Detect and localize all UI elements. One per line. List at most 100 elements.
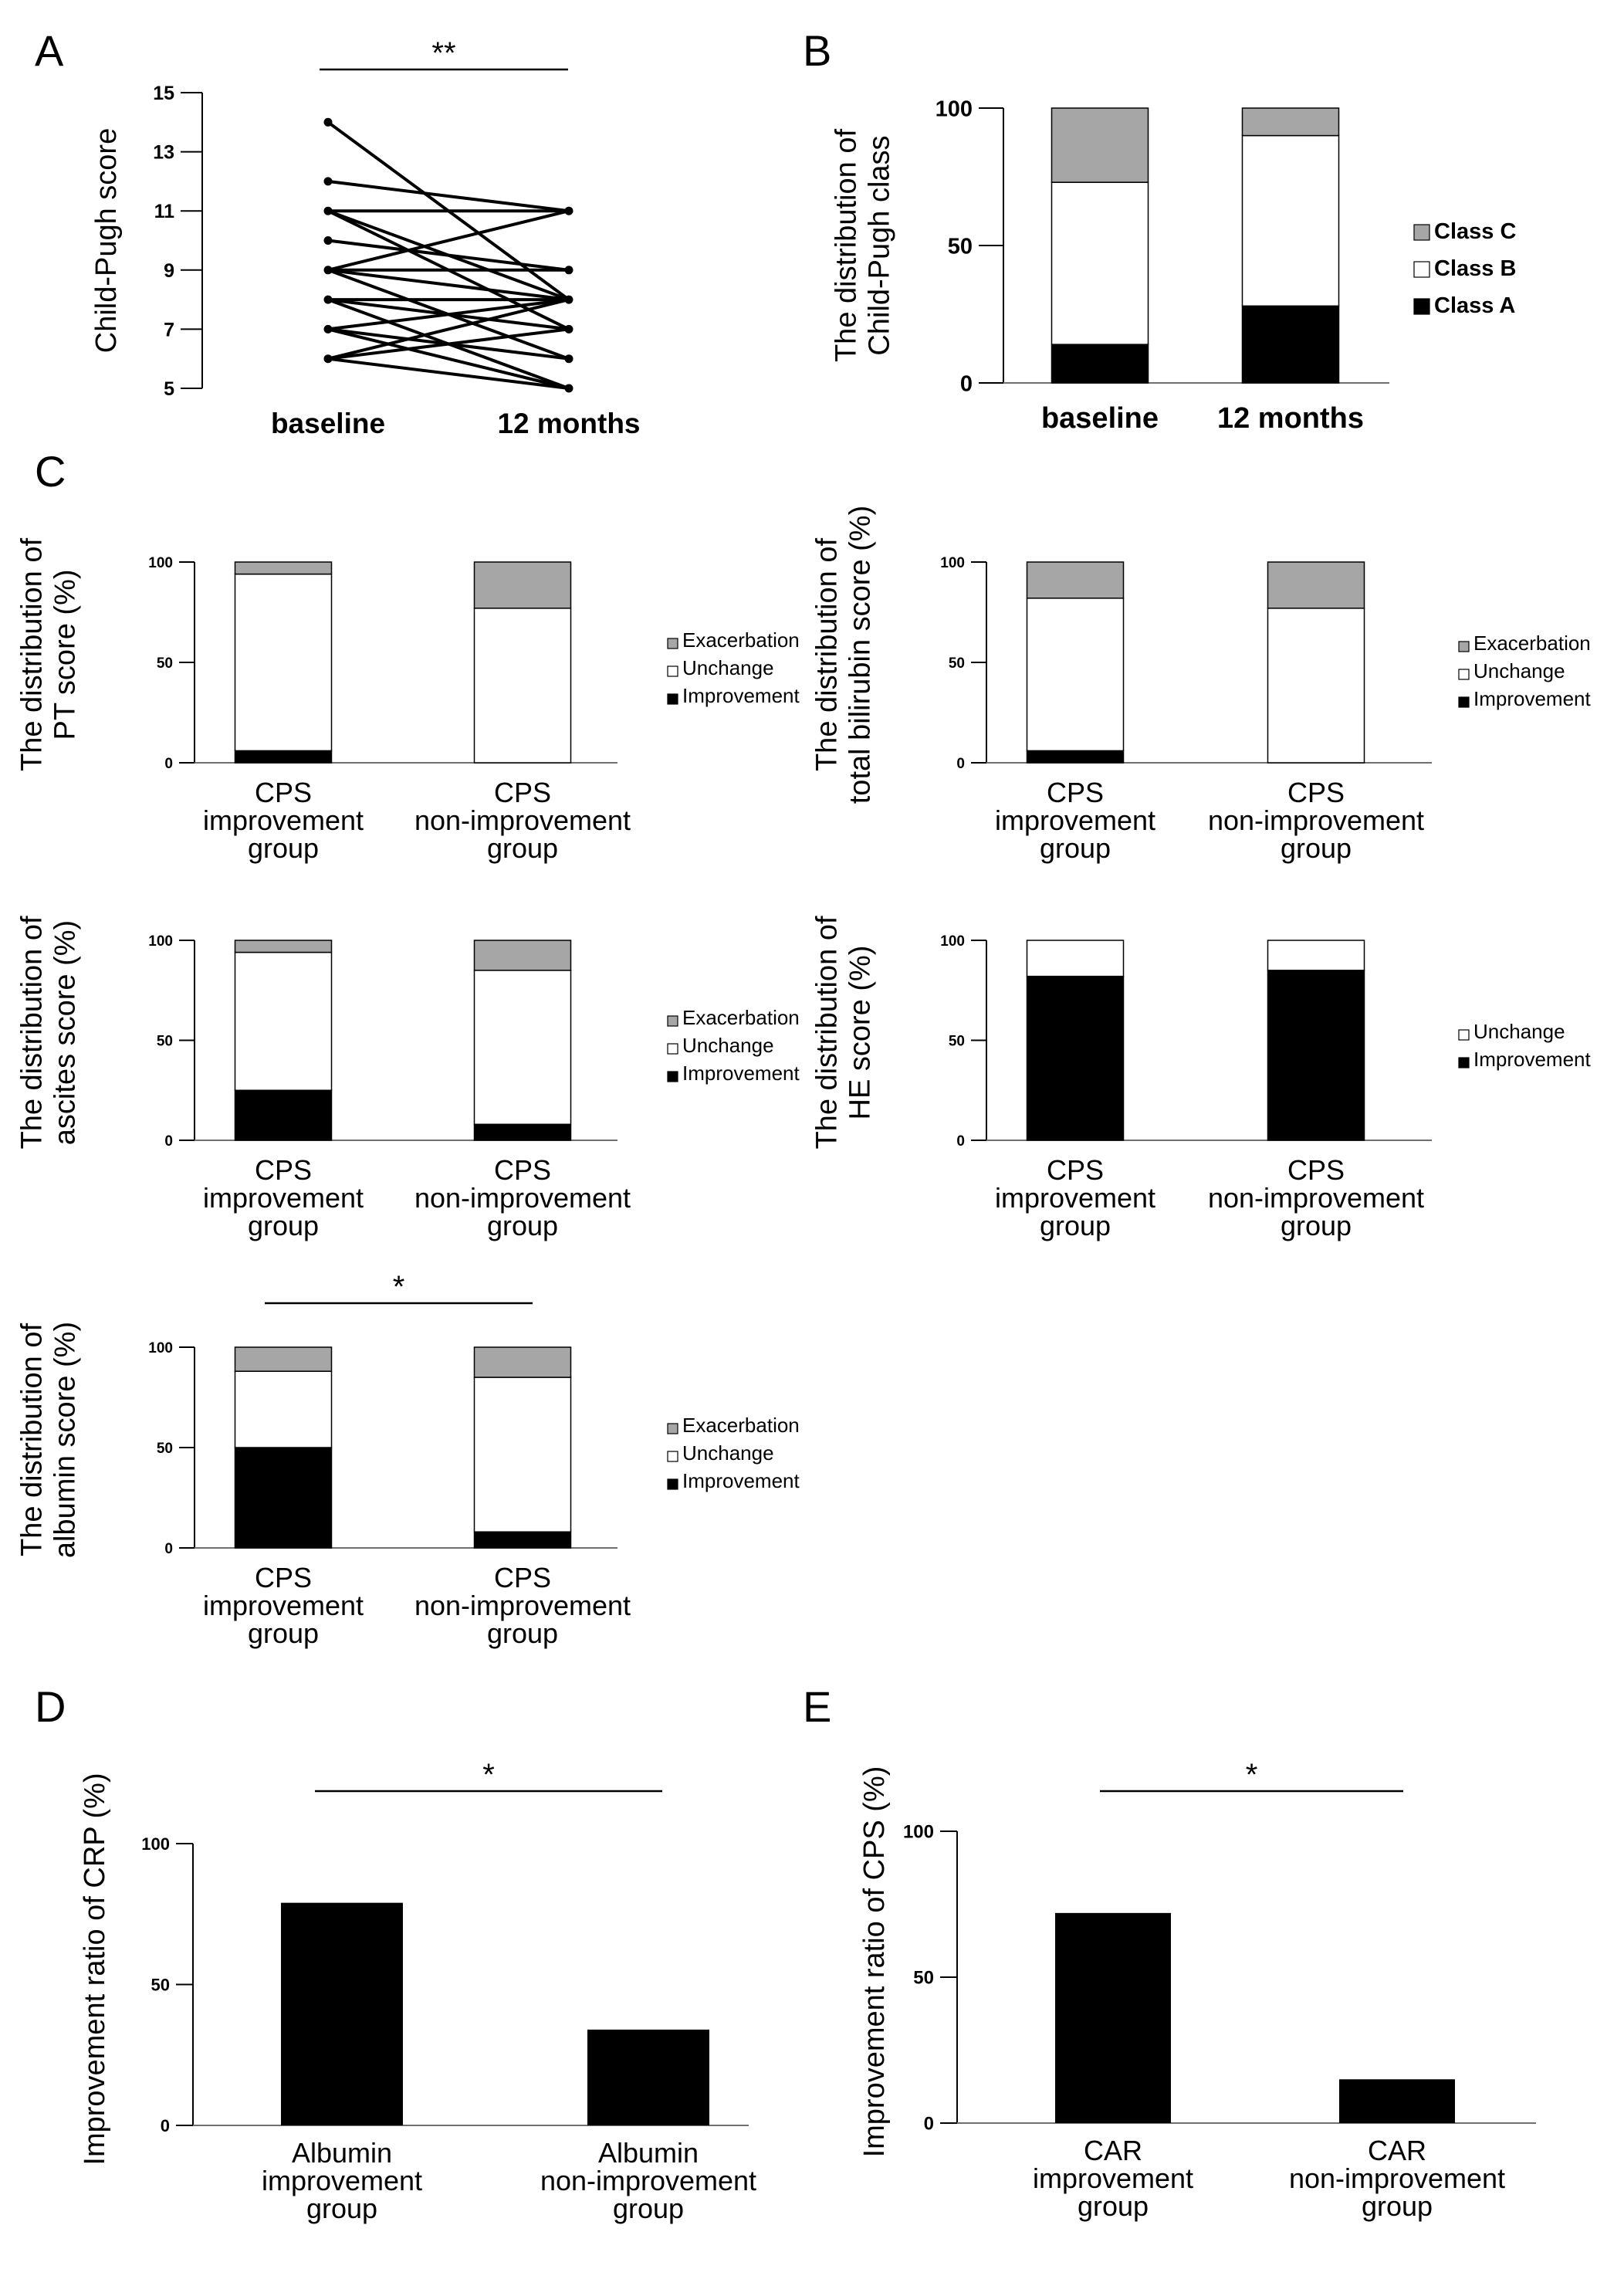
panel-letter-a: A [35,26,64,75]
bar-segment-C3-unchange [234,951,333,1092]
x-category-label-C3: CPS [255,1154,312,1186]
panel-letter-c: C [35,447,66,496]
bar-segment-C2-unchange [1267,608,1365,764]
bar-segment-C4-improvement [1026,975,1125,1141]
x-category-label-C2: CPS [1287,777,1345,808]
y-tick-label-C1: 100 [148,555,173,571]
panel-letter-d: D [35,1682,66,1731]
x-category-label-C4: group [1281,1210,1352,1241]
legend-swatch-C5-unchange [667,1451,678,1462]
data-point [323,354,333,364]
data-point [323,177,333,186]
legend-label-B: Class C [1434,219,1516,244]
y-tick-label-C4: 0 [956,1133,965,1150]
bar-segment-C5-improvement [234,1447,333,1549]
bar-segment-C3-improvement [473,1123,572,1141]
paired-line [327,239,570,272]
legend-swatch-B-class-a [1413,298,1430,315]
bar-segment-B-class-c [1051,107,1149,183]
x-category-label-D: Albumin [292,2137,392,2169]
legend-label-C3: Exacerbation [682,1006,800,1029]
y-tick-label-E: 100 [903,1822,934,1843]
bar-segment-C1-improvement [234,750,333,764]
y-axis-label-C2: The distribution of [811,538,844,771]
data-point [564,295,573,304]
x-category-label-D: group [306,2193,377,2224]
x-category-label-C1: improvement [203,804,364,836]
bar-segment-C4-unchange [1026,940,1125,977]
legend-label-C4: Improvement [1473,1048,1591,1071]
data-point [564,354,573,364]
bar-segment-C2-exacerbation [1026,561,1125,599]
data-point [564,206,573,215]
legend-label-C1: Exacerbation [682,628,800,652]
y-axis-label-C1: PT score (%) [49,569,81,740]
y-axis-label-C4: The distribution of [811,916,844,1149]
x-category-label-C4: CPS [1047,1154,1104,1186]
bar-segment-B-class-b [1241,134,1340,307]
bar-segment-C3-exacerbation [234,940,333,953]
y-axis-label-C5: The distribution of [16,1323,49,1556]
x-category-label-C3: CPS [494,1154,551,1186]
bar-segment-B-class-c [1241,107,1340,137]
x-category-label-C4: non-improvement [1208,1182,1424,1214]
y-tick-label-C3: 0 [164,1133,173,1150]
x-category-label-C5: CPS [255,1562,312,1593]
data-point [323,206,333,215]
y-axis-label-A: Child-Pugh score [90,128,123,353]
bar-segment-C5-unchange [473,1377,572,1532]
y-tick-label-C5: 100 [148,1340,173,1356]
y-axis-label-C3: ascites score (%) [49,920,81,1145]
paired-line [327,298,570,331]
y-tick-label-B: 100 [935,97,973,121]
x-category-label-C1: group [248,832,319,864]
legend-label-C2: Improvement [1473,687,1591,710]
y-axis-label-C4: HE score (%) [844,946,876,1120]
x-category-label-E: group [1078,2190,1149,2222]
x-category-label-C1: non-improvement [414,804,631,836]
legend-label-C1: Unchange [682,656,774,679]
bar-D [281,1902,403,2125]
legend-swatch-C3-improvement [667,1071,678,1082]
data-point [323,117,333,127]
y-axis-label-D: Improvement ratio of CRP (%) [79,1773,111,2165]
legend-swatch-C5-exacerbation [667,1423,678,1434]
x-category-label-A: baseline [271,408,385,439]
y-tick-label-A: 15 [153,83,174,104]
bar-segment-C1-unchange [234,573,333,752]
bar-segment-C2-exacerbation [1267,561,1365,609]
x-category-label-C2: CPS [1047,777,1104,808]
bar-segment-B-class-a [1051,344,1149,384]
legend-label-C3: Improvement [682,1062,800,1085]
bar-E [1055,1912,1171,2123]
x-category-label-D: non-improvement [540,2165,756,2196]
y-axis-label-B: Child-Pugh class [863,135,895,355]
bar-segment-C5-exacerbation [234,1346,333,1372]
y-tick-label-A: 13 [153,142,174,164]
y-tick-label-D: 100 [141,1834,170,1854]
legend-label-C5: Exacerbation [682,1414,800,1437]
legend-swatch-C1-improvement [667,693,678,705]
paired-line [327,327,570,390]
x-category-label-C2: group [1281,832,1352,864]
y-axis-label-C2: total bilirubin score (%) [844,506,876,804]
data-point [323,236,333,245]
x-category-label-C5: CPS [494,1562,551,1593]
x-category-label-C3: group [248,1210,319,1241]
legend-label-C3: Unchange [682,1034,774,1057]
paired-line [327,179,570,213]
bar-segment-C1-exacerbation [473,561,572,609]
y-tick-label-D: 0 [161,2116,170,2135]
y-axis-label-C3: The distribution of [16,916,49,1149]
y-tick-label-A: 11 [154,201,175,222]
paired-line [327,327,570,361]
legend-swatch-B-class-c [1413,224,1430,241]
bar-segment-C3-exacerbation [473,940,572,971]
x-category-label-A: 12 months [497,408,640,439]
y-tick-label-B: 50 [948,234,973,259]
bar-segment-C4-unchange [1267,940,1365,971]
y-tick-label-C3: 100 [148,933,173,950]
bar-E [1339,2079,1455,2123]
x-category-label-C2: non-improvement [1208,804,1424,836]
